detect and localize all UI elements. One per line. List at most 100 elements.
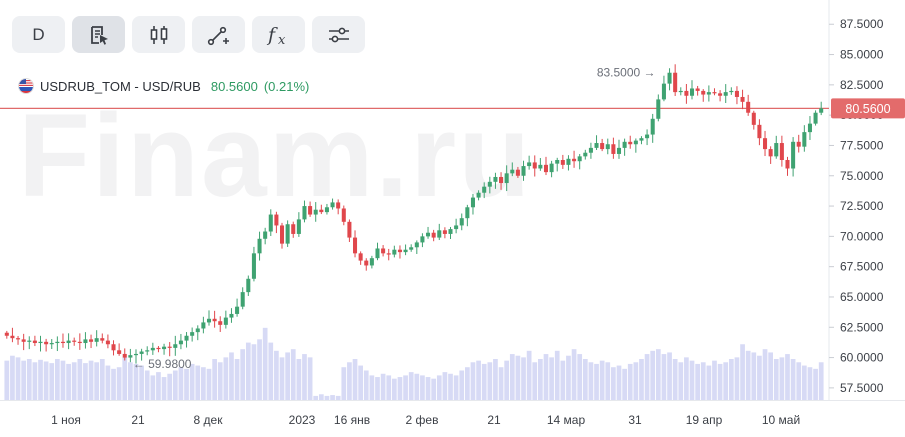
volume-bar <box>549 357 554 400</box>
volume-bar <box>661 354 667 400</box>
volume-bar <box>161 377 167 400</box>
candle-up <box>819 108 824 113</box>
volume-bar <box>493 359 498 400</box>
candle-up <box>229 313 234 318</box>
candle-up <box>403 249 408 253</box>
volume-bar <box>594 363 599 400</box>
volume-bar <box>122 357 128 400</box>
x-tick-label: 21 <box>131 413 145 427</box>
candle-down <box>274 214 279 226</box>
candle-up <box>465 207 470 219</box>
volume-bar <box>223 357 229 400</box>
candle-up <box>324 207 329 213</box>
candle-down <box>763 138 768 150</box>
volume-bar <box>234 359 240 400</box>
candle-down <box>44 341 49 345</box>
volume-bar <box>689 360 695 400</box>
candle-up <box>330 202 335 208</box>
candles-icon <box>150 25 167 44</box>
volume-bar <box>240 349 246 400</box>
candle-up <box>521 166 526 176</box>
volume-bar <box>414 373 420 400</box>
volume-bar <box>695 363 700 400</box>
low-annotation-label: ← 59.9800 <box>133 357 192 371</box>
candle-down <box>117 350 122 354</box>
candle-up <box>774 143 779 157</box>
volume-bar <box>655 349 661 400</box>
volume-bar <box>55 359 60 400</box>
volume-bar <box>801 365 807 400</box>
volume-bar <box>347 362 352 400</box>
candle-down <box>712 92 717 94</box>
candle-up <box>235 306 240 314</box>
volume-bar <box>425 377 431 400</box>
volume-bar <box>4 360 10 400</box>
volume-bar <box>521 357 526 400</box>
volume-bar <box>605 362 611 400</box>
volume-bar <box>296 359 302 400</box>
candle-up <box>392 249 397 255</box>
candle-down <box>628 141 633 145</box>
candle-down <box>611 144 616 154</box>
volume-bar <box>481 363 487 400</box>
volume-bar <box>807 367 813 400</box>
candle-down <box>353 237 358 254</box>
volume-bar <box>21 360 27 400</box>
candle-up <box>566 158 571 165</box>
candle-up <box>162 346 167 350</box>
function-button[interactable]: f x <box>252 16 305 53</box>
volume-bar <box>639 359 644 400</box>
candle-up <box>184 335 189 341</box>
candle-down <box>572 158 577 162</box>
volume-bar <box>773 359 779 400</box>
candle-down <box>397 249 402 253</box>
volume-bar <box>32 362 38 400</box>
volume-bar <box>723 362 729 400</box>
sliders-icon <box>328 27 349 42</box>
candle-up <box>246 278 251 293</box>
volume-bar <box>217 362 223 400</box>
volume-bar <box>442 372 448 400</box>
candle-up <box>66 340 71 344</box>
volume-bar <box>66 363 71 400</box>
settings-button[interactable] <box>312 16 365 53</box>
candle-up <box>409 247 414 250</box>
candle-up <box>27 340 32 342</box>
instrument-change: (0.21%) <box>263 78 310 94</box>
volume-bar <box>588 362 594 400</box>
candle-up <box>173 344 178 348</box>
y-tick-label: 87.5000 <box>840 17 884 31</box>
candle-up <box>577 156 582 162</box>
x-tick-label: 8 дек <box>194 413 224 427</box>
x-tick-label: 14 мар <box>547 413 586 427</box>
volume-bar <box>262 327 268 400</box>
volume-bar <box>560 360 566 400</box>
candle-down <box>740 96 745 102</box>
candle-up <box>555 160 560 164</box>
period-button[interactable]: D <box>12 16 65 53</box>
candle-down <box>16 338 21 340</box>
candle-down <box>734 90 739 97</box>
candle-up <box>128 355 133 358</box>
candle-up <box>661 83 666 100</box>
volume-bar <box>285 352 290 400</box>
volume-bar <box>420 375 425 400</box>
candle-down <box>386 253 391 255</box>
candles-button[interactable] <box>132 16 185 53</box>
volume-bar <box>268 342 274 400</box>
candle-down <box>515 169 520 176</box>
drawing-tools-button[interactable] <box>192 16 245 53</box>
candle-up <box>55 341 60 344</box>
line-tool-icon <box>207 26 229 45</box>
candle-down <box>543 164 548 173</box>
indicators-button[interactable] <box>72 16 125 53</box>
candle-down <box>768 149 773 157</box>
candle-up <box>206 318 212 323</box>
candle-up <box>605 144 610 150</box>
candle-up <box>616 147 622 154</box>
candle-down <box>718 93 723 96</box>
volume-bar <box>538 359 543 400</box>
candle-down <box>336 202 341 209</box>
